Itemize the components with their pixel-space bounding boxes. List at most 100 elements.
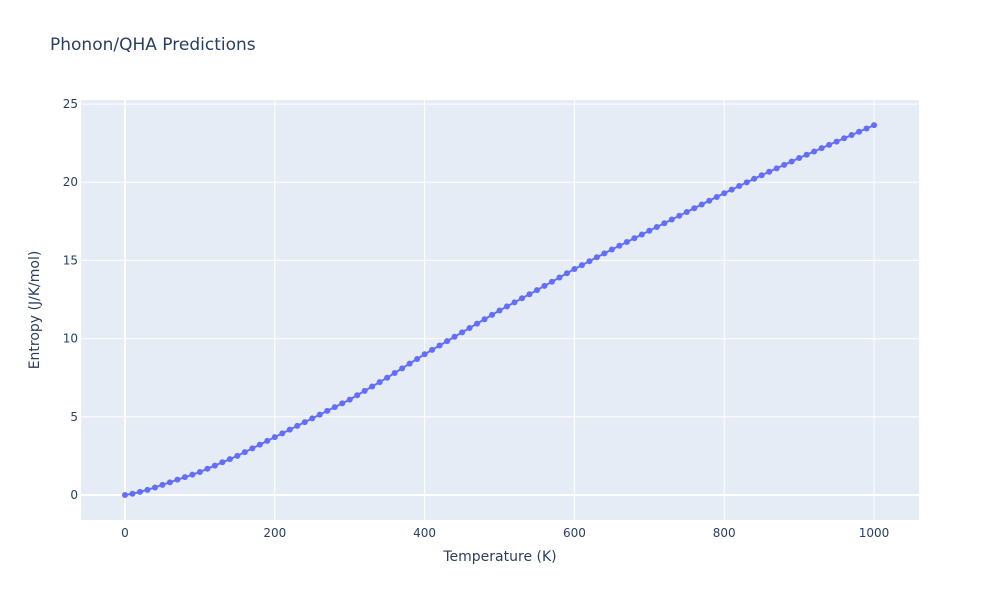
marker [871,122,878,129]
marker [151,484,158,491]
marker [541,282,548,289]
x-tick-label: 600 [563,526,586,540]
marker [796,155,803,162]
marker [661,220,668,227]
marker [354,392,361,399]
marker [781,161,788,168]
marker [121,491,128,498]
marker [324,407,331,414]
marker [571,266,578,273]
marker [758,172,765,179]
marker [668,216,675,223]
marker [234,452,241,459]
marker [601,250,608,257]
marker [698,201,705,208]
marker [518,295,525,302]
marker [451,333,458,340]
marker [526,291,533,298]
marker [444,338,451,345]
x-tick-label: 400 [413,526,436,540]
marker [159,481,166,488]
marker [728,186,735,193]
y-tick-label: 0 [70,488,78,502]
marker [548,278,555,285]
marker [586,258,593,265]
marker [271,434,278,441]
marker [301,419,308,426]
marker [361,387,368,394]
marker [646,227,653,234]
marker [676,212,683,219]
marker [241,449,248,456]
marker [376,379,383,386]
marker [249,445,256,452]
marker [181,474,188,481]
x-tick-label: 200 [263,526,286,540]
marker [286,426,293,433]
marker [751,175,758,182]
marker [683,208,690,215]
marker [264,437,271,444]
marker [406,360,413,367]
marker [811,148,818,155]
marker [219,459,226,466]
x-tick-label: 0 [121,526,129,540]
marker [414,355,421,362]
marker [399,365,406,372]
marker [736,183,743,190]
marker [638,231,645,238]
marker [174,476,181,483]
marker [226,456,233,463]
marker [481,316,488,323]
marker [608,246,615,253]
marker [316,411,323,418]
x-tick-label: 800 [713,526,736,540]
marker [818,145,825,152]
marker [533,287,540,294]
marker [459,329,466,336]
x-tick-label: 1000 [859,526,890,540]
marker [511,299,518,306]
marker [863,125,870,132]
marker [189,471,196,478]
y-tick-label: 10 [63,332,78,346]
marker [848,132,855,139]
marker [803,151,810,158]
marker [331,404,338,411]
marker [623,238,630,245]
marker [144,486,151,493]
marker [773,165,780,172]
marker [631,235,638,242]
marker [279,430,286,437]
marker [211,462,218,469]
marker [474,320,481,327]
y-tick-label: 15 [63,253,78,267]
marker [706,197,713,204]
marker [766,168,773,175]
marker [489,311,496,318]
marker [466,324,473,331]
marker [391,370,398,377]
marker [504,303,511,310]
marker [369,383,376,390]
y-axis-title: Entropy (J/K/mol) [27,251,43,370]
chart-title: Phonon/QHA Predictions [50,35,256,55]
y-tick-label: 25 [63,97,78,111]
marker [496,307,503,314]
marker [429,346,436,353]
marker [563,270,570,277]
y-tick-label: 5 [70,410,78,424]
marker [856,128,863,135]
marker [616,242,623,249]
marker [713,193,720,200]
marker [384,374,391,381]
marker [788,158,795,165]
marker [294,422,301,429]
marker [743,179,750,186]
x-axis-title: Temperature (K) [442,549,556,565]
y-tick-label: 20 [63,175,78,189]
marker [556,274,563,281]
marker [421,351,428,358]
marker [436,342,443,349]
